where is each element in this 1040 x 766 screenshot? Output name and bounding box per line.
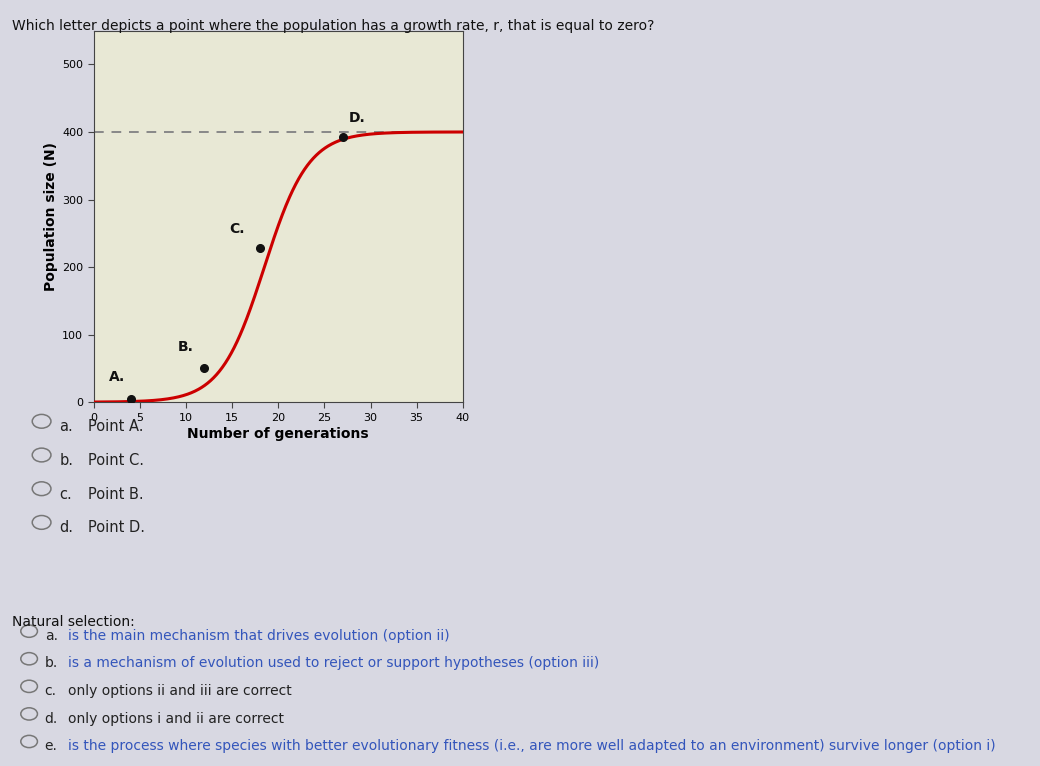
Text: Point D.: Point D. [88,520,146,535]
Text: Point B.: Point B. [88,486,144,502]
Y-axis label: Population size (N): Population size (N) [44,142,58,291]
Text: a.: a. [45,629,58,643]
Text: b.: b. [45,656,58,670]
Text: d.: d. [45,712,58,725]
Text: a.: a. [59,419,73,434]
Text: A.: A. [108,370,125,384]
Text: Point C.: Point C. [88,453,145,468]
Text: b.: b. [59,453,73,468]
Text: is the process where species with better evolutionary fitness (i.e., are more we: is the process where species with better… [68,739,995,753]
Text: c.: c. [59,486,72,502]
Text: c.: c. [45,684,57,698]
Text: is the main mechanism that drives evolution (option ii): is the main mechanism that drives evolut… [68,629,449,643]
Text: Point A.: Point A. [88,419,144,434]
Text: D.: D. [348,110,365,125]
X-axis label: Number of generations: Number of generations [187,427,369,440]
Text: Natural selection:: Natural selection: [12,615,135,629]
Text: Which letter depicts a point where the population has a growth rate, r, that is : Which letter depicts a point where the p… [12,19,655,33]
Text: e.: e. [45,739,57,753]
Text: B.: B. [178,339,193,354]
Text: only options i and ii are correct: only options i and ii are correct [68,712,284,725]
Text: d.: d. [59,520,73,535]
Text: is a mechanism of evolution used to reject or support hypotheses (option iii): is a mechanism of evolution used to reje… [68,656,599,670]
Text: C.: C. [229,222,244,236]
Text: only options ii and iii are correct: only options ii and iii are correct [68,684,291,698]
